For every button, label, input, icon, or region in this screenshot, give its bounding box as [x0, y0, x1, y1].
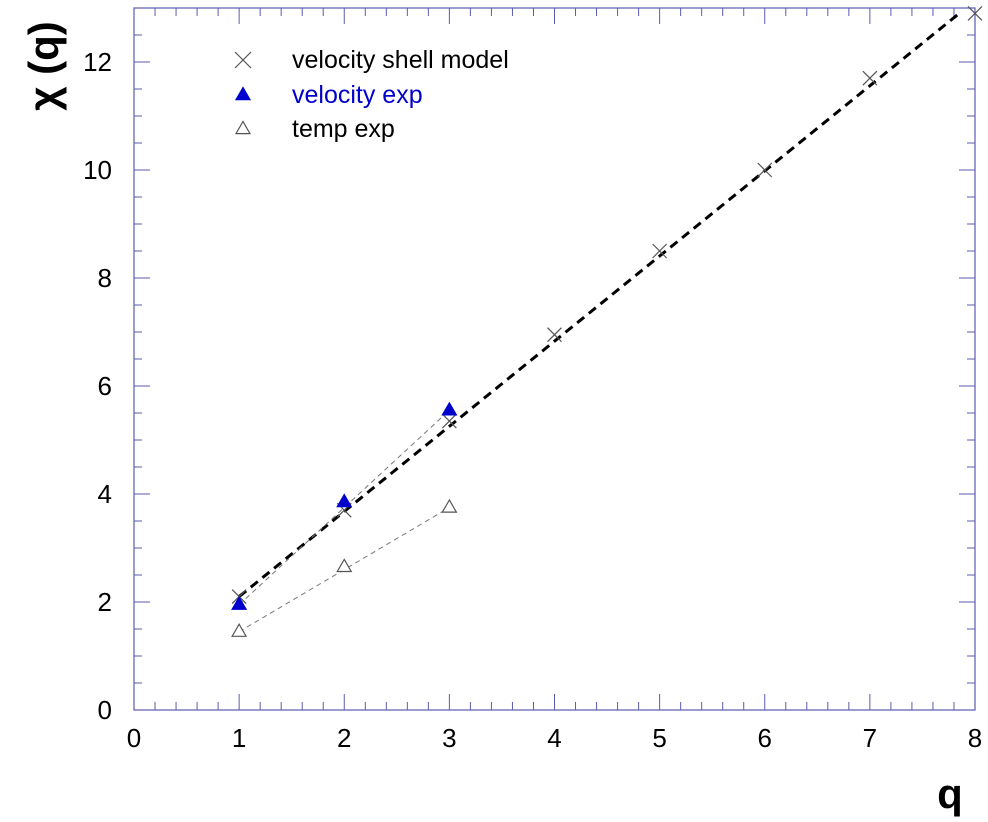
cross-stroke — [234, 51, 252, 69]
y-tick-label: 2 — [98, 587, 112, 617]
cross-stroke — [862, 70, 878, 86]
x-tick-label: 0 — [127, 723, 141, 753]
legend-marker-temp-exp — [234, 120, 252, 135]
axis-ticks — [133, 7, 976, 711]
y-tick-label: 0 — [98, 695, 112, 725]
x-tick-label: 8 — [968, 723, 982, 753]
x-tick-label: 2 — [337, 723, 351, 753]
legend-label: velocity shell model — [292, 46, 509, 74]
x-tick-label: 6 — [758, 723, 772, 753]
legend: velocity shell model velocity exp temp exp — [234, 46, 509, 143]
legend-marker-velocity-exp — [234, 86, 252, 101]
x-tick-label: 3 — [442, 723, 456, 753]
plot-frame — [133, 7, 976, 711]
x-tick-label: 5 — [652, 723, 666, 753]
cross-stroke — [441, 413, 457, 429]
point-velocity-exp — [336, 493, 353, 508]
fit-line-experiment — [238, 507, 450, 633]
y-tick-label: 6 — [98, 371, 112, 401]
y-tick-label: 4 — [98, 479, 112, 509]
fit-line-shell-model — [238, 12, 961, 598]
legend-label: velocity exp — [292, 81, 423, 109]
legend-label: temp exp — [292, 115, 395, 143]
cross-stroke — [757, 162, 773, 178]
x-tick-label: 1 — [232, 723, 246, 753]
cross-stroke — [652, 243, 668, 259]
point-velocity-shell-model — [652, 243, 668, 259]
cross-stroke — [967, 5, 983, 21]
point-temp-exp — [441, 498, 458, 513]
y-tick-label: 12 — [83, 47, 112, 77]
x-axis-title: q — [937, 770, 963, 817]
y-axis-title: χ (q) — [20, 21, 67, 110]
point-velocity-exp — [231, 595, 248, 610]
cross-stroke — [547, 327, 562, 343]
x-tick-label: 7 — [863, 723, 877, 753]
point-velocity-exp — [441, 401, 458, 416]
y-tick-label: 10 — [83, 155, 112, 185]
data-points — [231, 5, 983, 637]
point-velocity-shell-model — [862, 70, 878, 86]
fit-lines — [238, 12, 961, 633]
point-velocity-shell-model — [967, 5, 983, 21]
x-tick-label: 4 — [547, 723, 561, 753]
fit-line-experiment — [238, 409, 450, 606]
point-velocity-shell-model — [547, 327, 562, 343]
plot-area — [133, 7, 976, 711]
y-tick-label: 8 — [98, 263, 112, 293]
point-temp-exp — [231, 622, 248, 637]
point-velocity-shell-model — [757, 162, 773, 178]
point-velocity-shell-model — [441, 413, 457, 429]
point-temp-exp — [336, 558, 353, 573]
legend-marker-velocity-shell-model — [234, 51, 252, 69]
